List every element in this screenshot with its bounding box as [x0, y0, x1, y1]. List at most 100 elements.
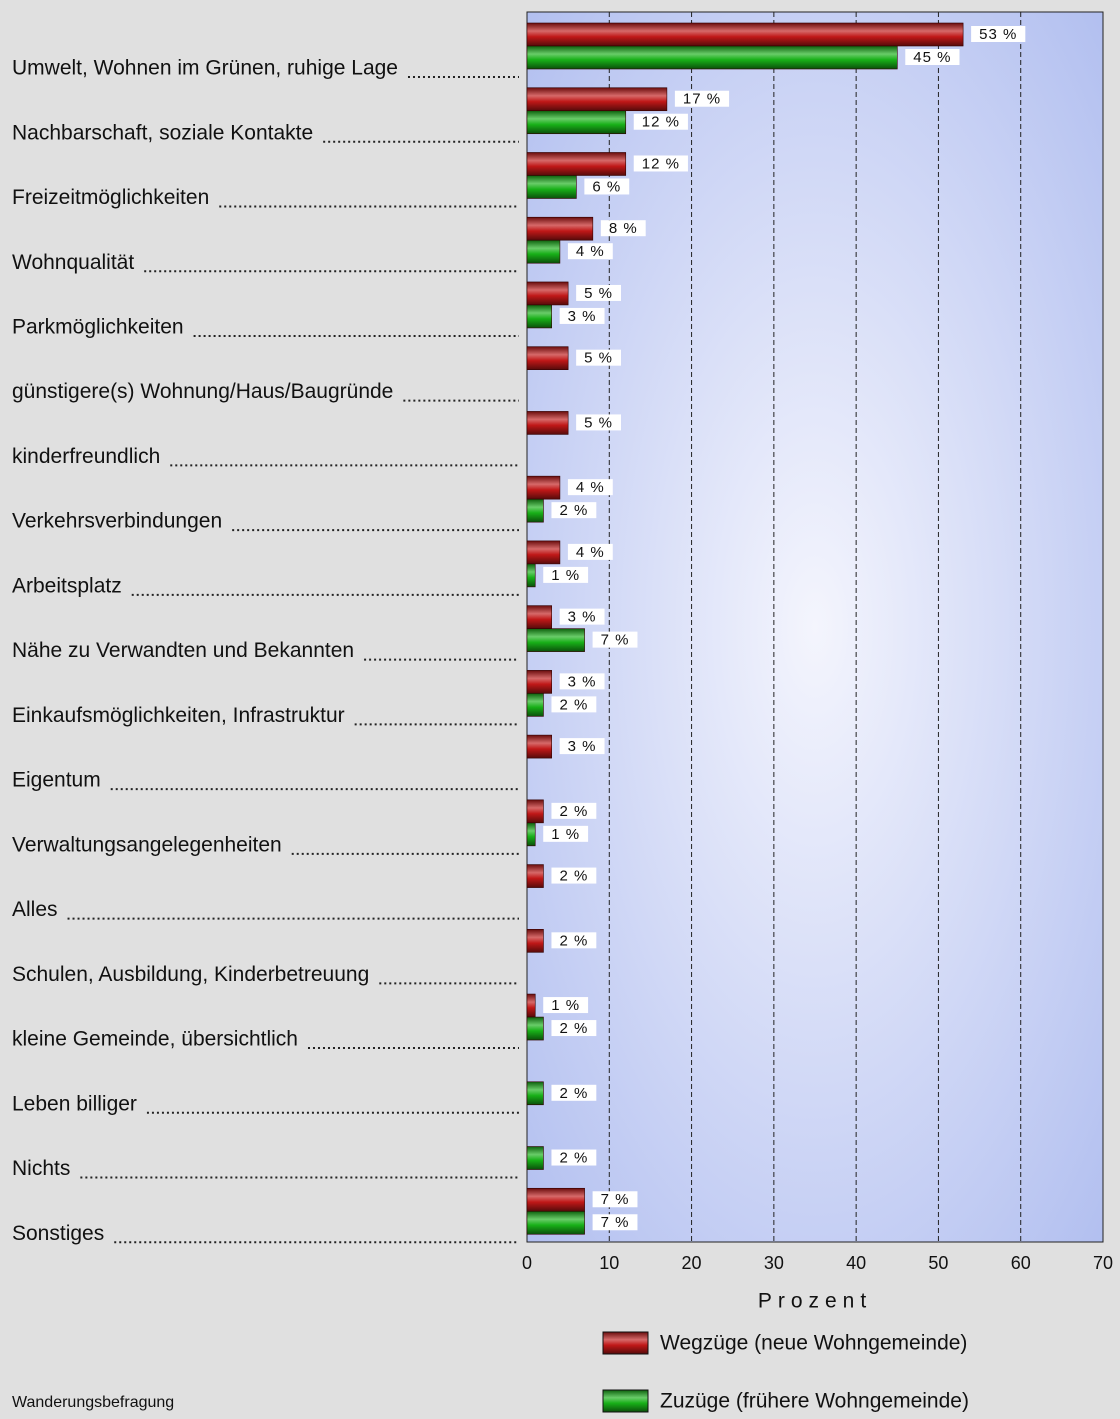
- value-label: 2 %: [559, 1085, 588, 1102]
- value-label: 7 %: [601, 1191, 630, 1208]
- value-label-box: [905, 49, 960, 65]
- value-label-box: [567, 243, 613, 260]
- category-label: kinderfreundlich: [12, 445, 160, 468]
- value-label-box: [592, 1214, 638, 1231]
- bar: [526, 993, 536, 1018]
- value-label-box: [551, 1084, 597, 1101]
- value-label: 2 %: [559, 868, 588, 885]
- value-label-box: [559, 673, 605, 690]
- category-label: Arbeitsplatz: [12, 574, 122, 597]
- bar: [526, 475, 561, 500]
- value-label-box: [543, 825, 589, 842]
- plot-area: [526, 11, 1104, 1243]
- x-tick-label: 30: [764, 1253, 784, 1273]
- bar: [526, 693, 544, 717]
- category-label: Parkmöglichkeiten: [12, 315, 184, 338]
- bar: [526, 822, 536, 847]
- value-label: 5 %: [584, 414, 613, 431]
- value-label-box: [576, 414, 622, 431]
- value-label: 5 %: [584, 285, 613, 302]
- category-label: Umwelt, Wohnen im Grünen, ruhige Lage: [12, 57, 398, 80]
- bar: [526, 1016, 544, 1041]
- value-label: 2 %: [559, 1149, 588, 1166]
- category-label: kleine Gemeinde, übersichtlich: [12, 1028, 298, 1051]
- bar: [526, 22, 964, 47]
- value-label: 3 %: [568, 673, 597, 690]
- legend-swatch: [602, 1331, 649, 1355]
- x-axis-label: Prozent: [758, 1290, 872, 1313]
- value-label-box: [551, 696, 597, 713]
- value-label: 7 %: [601, 632, 630, 649]
- bar: [526, 605, 552, 629]
- bar: [526, 864, 544, 888]
- bar: [526, 498, 544, 523]
- bar: [526, 239, 561, 264]
- value-label: 5 %: [584, 350, 613, 367]
- value-label: 12 %: [642, 155, 680, 172]
- value-label: 1 %: [551, 826, 580, 843]
- value-label-box: [600, 220, 646, 237]
- value-label-box: [543, 997, 589, 1014]
- category-label: Nähe zu Verwandten und Bekannten: [12, 639, 354, 662]
- value-label: 3 %: [568, 609, 597, 626]
- value-label: 1 %: [551, 567, 580, 584]
- value-label-box: [551, 932, 597, 949]
- value-label-box: [633, 155, 688, 172]
- value-label-box: [559, 307, 605, 324]
- category-label: Freizeitmöglichkeiten: [12, 186, 209, 209]
- value-label-box: [592, 631, 638, 648]
- value-label: 2 %: [559, 696, 588, 713]
- bar: [526, 628, 585, 652]
- value-label: 1 %: [551, 997, 580, 1014]
- value-label: 45 %: [913, 49, 951, 66]
- value-label: 4 %: [576, 544, 605, 561]
- footnote: Wanderungsbefragung: [12, 1394, 174, 1411]
- value-label: 53 %: [979, 26, 1017, 43]
- value-label-box: [633, 113, 688, 130]
- bar: [526, 1146, 544, 1170]
- value-label: 17 %: [683, 91, 721, 108]
- category-label: Wohnqualität: [12, 251, 134, 274]
- value-label: 6 %: [592, 178, 621, 195]
- category-label: Verwaltungsangelegenheiten: [12, 833, 282, 856]
- x-tick-label: 40: [846, 1253, 866, 1273]
- category-label: Alles: [12, 898, 58, 921]
- bar: [526, 929, 544, 953]
- bar: [526, 346, 569, 370]
- x-tick-label: 70: [1093, 1253, 1113, 1273]
- value-label-box: [567, 479, 613, 496]
- value-label: 7 %: [601, 1214, 630, 1231]
- value-label-box: [592, 1191, 638, 1208]
- value-label-box: [567, 543, 613, 560]
- value-label: 12 %: [642, 114, 680, 131]
- value-label: 8 %: [609, 220, 638, 237]
- bar: [526, 175, 577, 199]
- value-label-box: [584, 178, 630, 195]
- value-label-box: [559, 738, 605, 755]
- bar: [526, 563, 536, 588]
- bar: [526, 152, 627, 176]
- x-tick-label: 50: [928, 1253, 948, 1273]
- category-label: Eigentum: [12, 769, 101, 792]
- category-label: Leben billiger: [12, 1092, 137, 1115]
- bar: [526, 45, 898, 70]
- value-label: 2 %: [559, 932, 588, 949]
- category-label: günstigere(s) Wohnung/Haus/Baugründe: [12, 380, 393, 403]
- bar: [526, 304, 552, 329]
- x-tick-label: 20: [682, 1253, 702, 1273]
- category-label: Nachbarschaft, soziale Kontakte: [12, 121, 313, 144]
- value-label-box: [551, 1149, 597, 1166]
- category-label: Nichts: [12, 1157, 70, 1180]
- bar: [526, 216, 594, 241]
- bar: [526, 1081, 544, 1106]
- value-label-box: [543, 566, 589, 583]
- bar: [526, 799, 544, 824]
- bar: [526, 1187, 585, 1212]
- bar: [526, 87, 668, 112]
- category-label: Sonstiges: [12, 1222, 104, 1245]
- bar: [526, 411, 569, 435]
- category-label: Verkehrsverbindungen: [12, 510, 222, 533]
- category-label: Einkaufsmöglichkeiten, Infrastruktur: [12, 704, 345, 727]
